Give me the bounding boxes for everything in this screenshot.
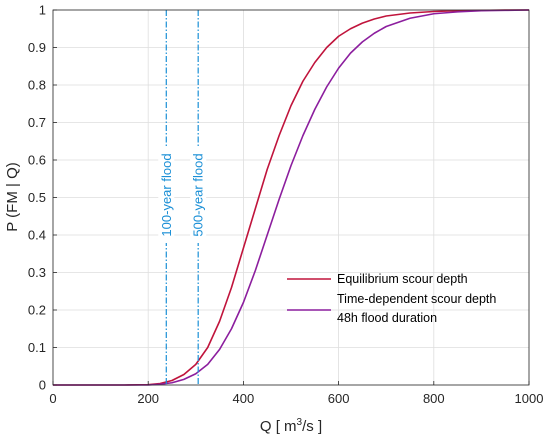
y-tick-label: 0.5 <box>28 190 46 205</box>
y-tick-label: 0.2 <box>28 303 46 318</box>
flood-label-1: 500-year flood <box>191 153 206 236</box>
series-line-1 <box>53 9 530 386</box>
y-tick-label: 0.6 <box>28 153 46 168</box>
series-line-0 <box>53 9 529 386</box>
y-tick-label: 0.3 <box>28 265 46 280</box>
legend-label-equilibrium: Equilibrium scour depth <box>337 272 468 286</box>
x-tick-label: 600 <box>328 391 350 406</box>
y-axis-ticks: 0 0.1 0.2 0.3 0.4 0.5 0.6 0.7 0.8 0.9 1 <box>28 3 57 393</box>
x-axis-label-superscript: 3 <box>297 417 303 428</box>
x-axis-label-prefix: Q [ m <box>260 418 297 435</box>
y-axis-label: P (FM | Q) <box>4 162 21 231</box>
x-tick-label: 800 <box>423 391 445 406</box>
x-tick-label: 200 <box>137 391 159 406</box>
grid <box>52 9 530 386</box>
x-axis-label-suffix: /s ] <box>302 418 322 435</box>
y-tick-label: 0.8 <box>28 78 46 93</box>
y-tick-label: 0 <box>39 378 46 393</box>
legend: Equilibrium scour depth Time-dependent s… <box>287 272 496 325</box>
x-tick-label: 0 <box>49 391 56 406</box>
flood-lines: 100-year flood 500-year flood <box>158 10 207 385</box>
x-tick-label: 400 <box>233 391 255 406</box>
x-axis-ticks: 0 200 400 600 800 1000 <box>49 381 543 406</box>
flood-label-bg <box>190 147 207 243</box>
y-tick-label: 1 <box>39 3 46 18</box>
legend-label-time-dependent-line2: 48h flood duration <box>337 311 437 325</box>
y-tick-label: 0.1 <box>28 340 46 355</box>
flood-label-bg <box>158 147 175 243</box>
y-tick-label: 0.7 <box>28 115 46 130</box>
series-lines <box>53 9 530 386</box>
legend-label-time-dependent: Time-dependent scour depth <box>337 292 496 306</box>
x-axis-label: Q [ m3/s ] <box>260 417 322 435</box>
x-tick-label: 1000 <box>515 391 544 406</box>
y-tick-label: 0.4 <box>28 228 46 243</box>
flood-label-0: 100-year flood <box>159 153 174 236</box>
y-tick-label: 0.9 <box>28 40 46 55</box>
